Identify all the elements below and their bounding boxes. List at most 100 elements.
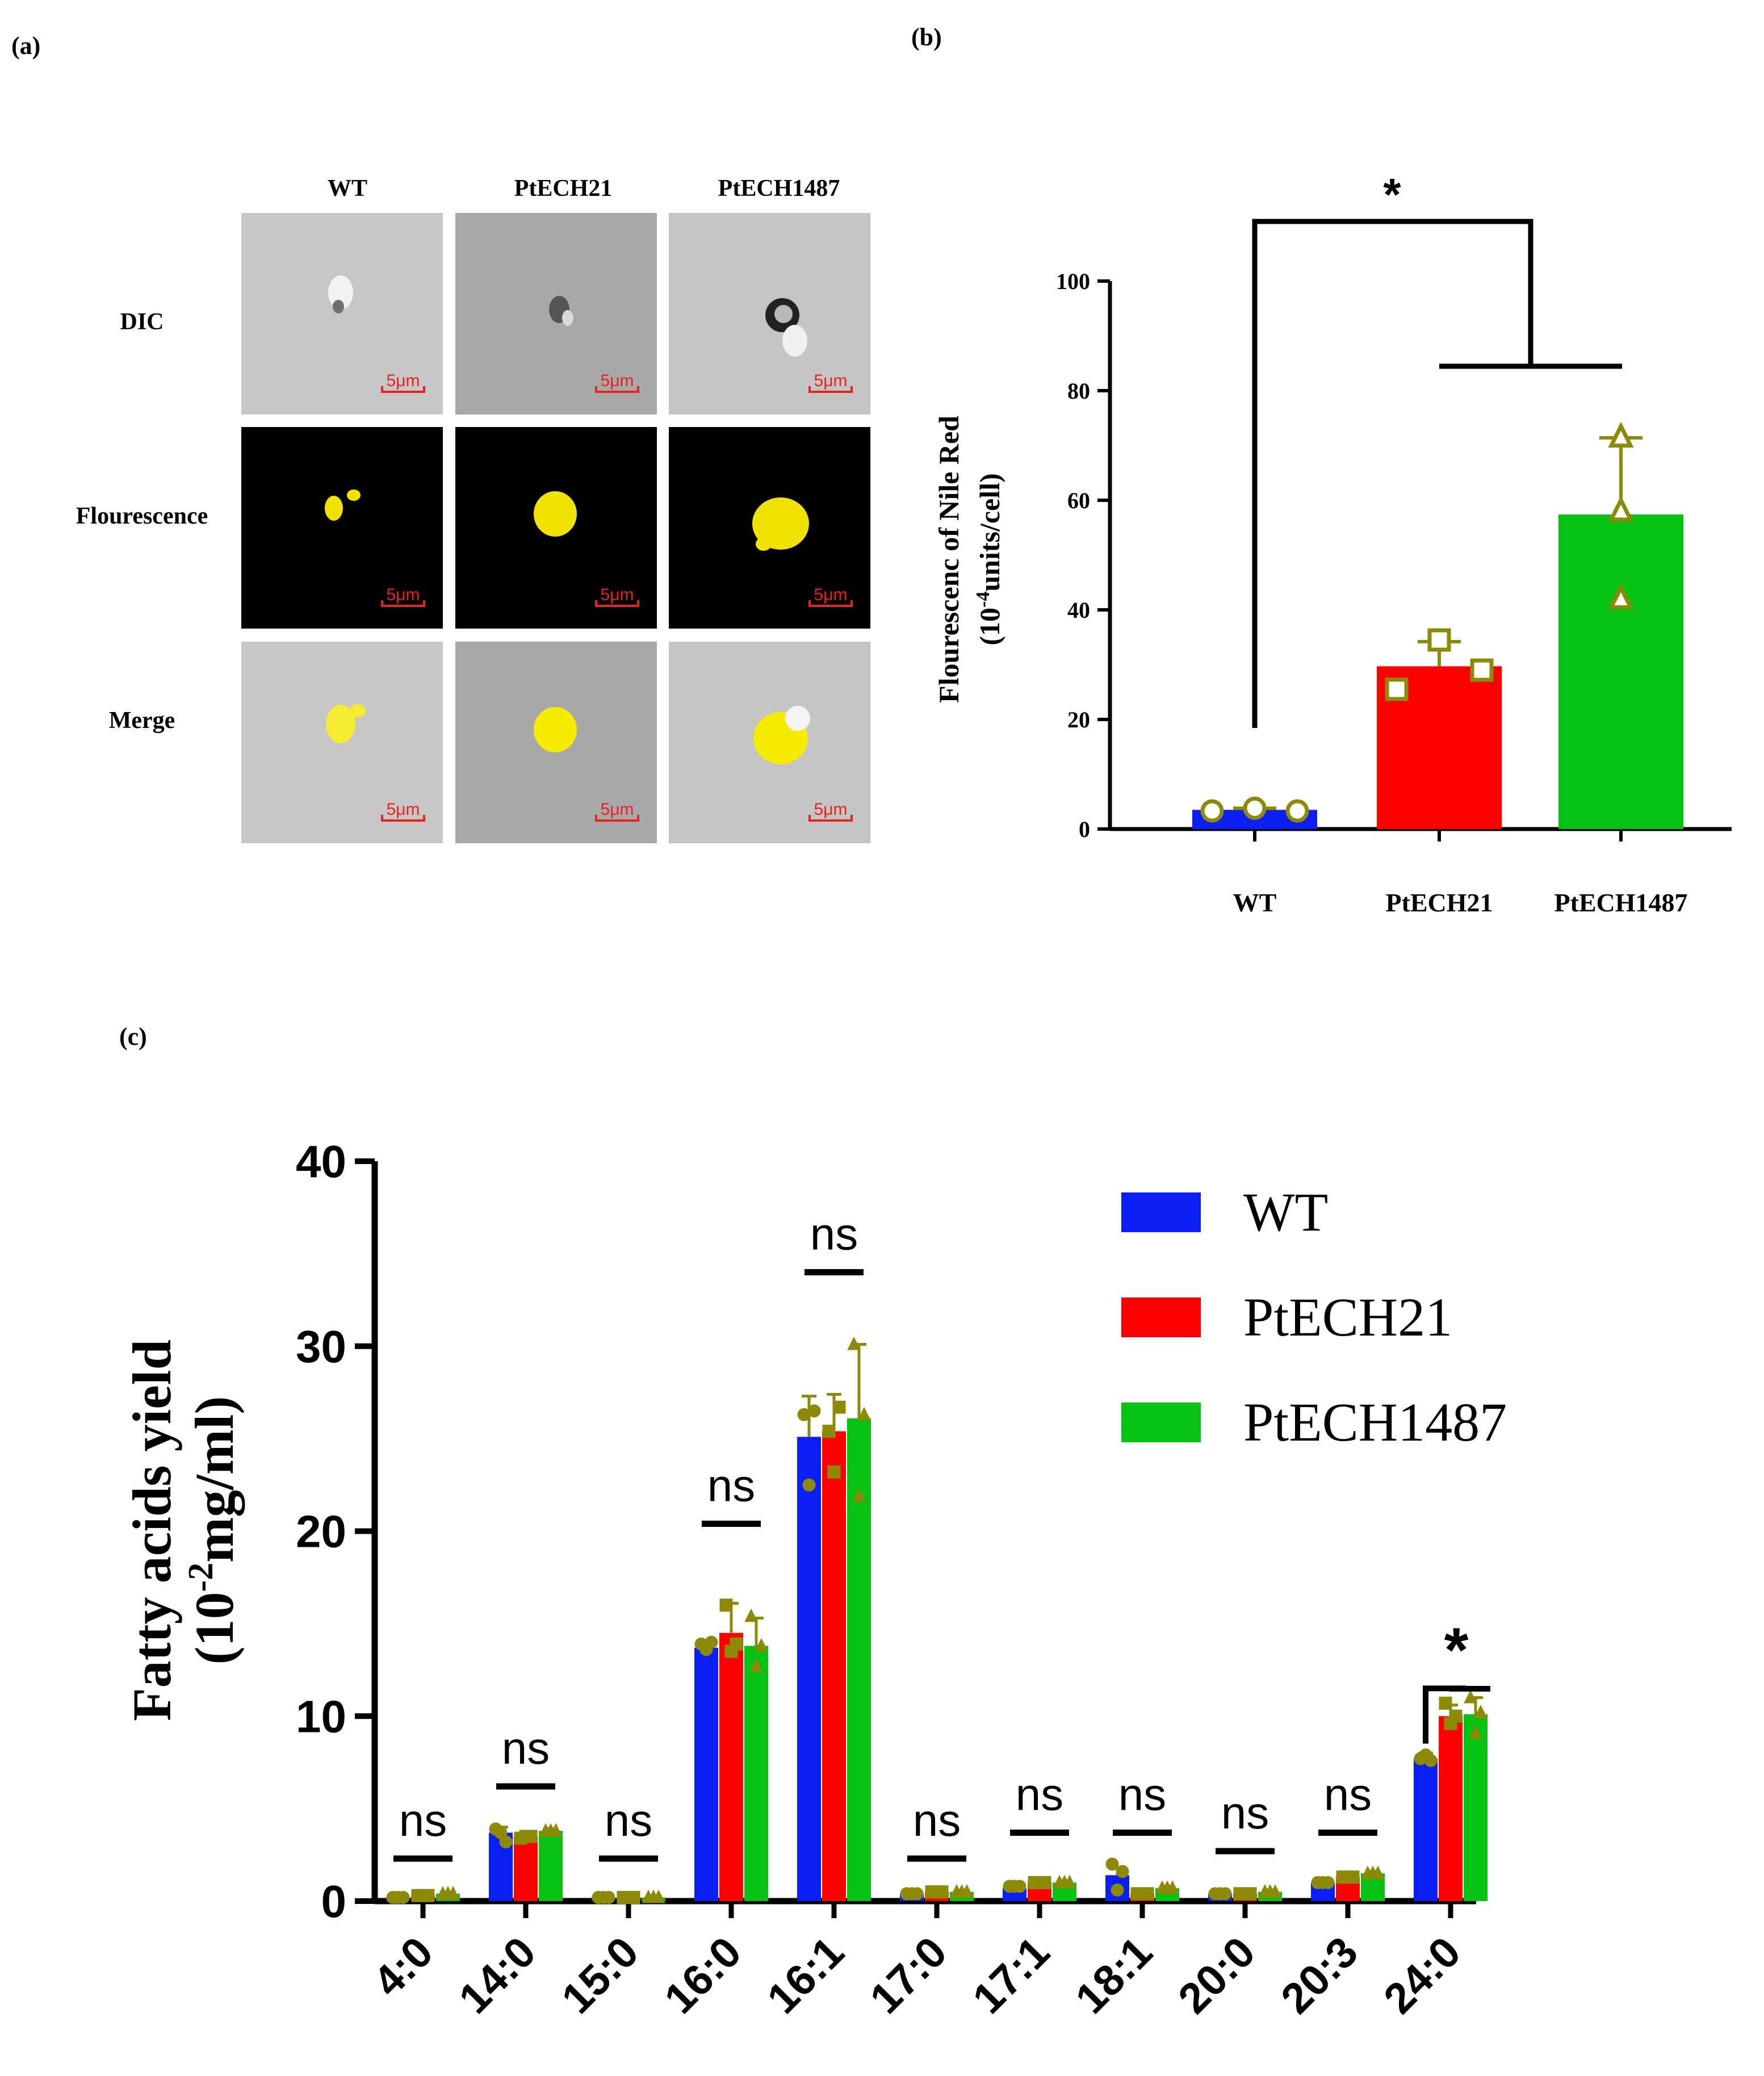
data-point [822,1425,836,1438]
y-tick-label: 80 [1067,378,1090,404]
bar [744,1646,768,1901]
data-point [446,1886,460,1899]
scale-bar [808,600,853,607]
unit-exponent: -2 [182,1563,220,1592]
scale-bar [381,386,425,393]
data-point [1464,1689,1477,1704]
y-tick-label: 0 [321,1876,347,1927]
data-point [1243,1887,1257,1901]
bar [514,1836,538,1901]
data-point [1608,495,1634,522]
data-point [1385,677,1409,701]
unit-prefix: (10 [184,1592,245,1664]
bar [1414,1759,1438,1901]
data-point [1111,1883,1124,1897]
data-point [499,1835,513,1849]
data-point [1469,1725,1482,1739]
bar [1439,1716,1463,1901]
bar [719,1633,743,1901]
bar [797,1437,821,1901]
x-tick-label: PtECH1487 [1554,888,1687,917]
data-point [1449,1709,1463,1723]
data-point [1427,628,1451,652]
chart-c: 0 10 20 30 40 4:0 ns 14:0 ns 15:0 ns 16:0 ns 16:1 ns 17… [121,1136,1507,2023]
data-point [1141,1887,1154,1901]
data-point [1346,1870,1360,1884]
scale-bars: 5μm 5μm 5μm 5μm 5μm 5μm 5μm 5μm 5μm [381,371,853,822]
scale-bar-label: 5μm [601,800,634,819]
microscopy-panel: WT PtECH21 PtECH1487 DIC Flourescence Me… [76,175,870,843]
data-point [1166,1880,1179,1894]
lipid-droplet [534,707,577,752]
row-label-dic: DIC [120,309,164,335]
data-point [1218,1887,1232,1901]
scale-bar [595,600,639,607]
y-axis-label-units: (10-4units/cell) [973,473,1005,645]
significance-label: ns [605,1795,653,1845]
lipid-droplet [347,489,361,501]
data-point [1321,1876,1335,1889]
lipid-droplet [756,537,772,551]
cell-feature [333,300,344,313]
data-point [910,1887,924,1901]
scale-bar [808,386,853,393]
legend-label: WT [1243,1182,1328,1242]
significance-label: ns [502,1723,550,1773]
dic-image-wt [241,213,443,415]
data-point [1268,1884,1282,1898]
data-point [852,1488,866,1502]
data-point [421,1889,435,1902]
significance-label: ns [913,1795,961,1845]
significance-label: ns [1221,1788,1269,1838]
cell-feature [774,305,793,323]
x-tick-label: 18:1 [1066,1928,1162,2023]
y-tick-label: 100 [1056,269,1090,294]
legend-swatch [1121,1298,1201,1337]
data-point [1063,1874,1076,1889]
panel-b-label: (b) [911,23,942,51]
y-tick-label: 60 [1067,488,1090,513]
row-label-fluorescence: Flourescence [76,503,208,529]
data-point [396,1890,410,1904]
data-point [755,1638,768,1652]
lipid-droplet [326,705,355,743]
data-point [1474,1704,1488,1718]
cell-feature [785,706,810,731]
scale-bar-label: 5μm [387,800,420,819]
legend: WT PtECH21 PtECH1487 [1121,1182,1507,1453]
scale-bar [595,815,639,822]
unit-suffix: mg/ml) [184,1396,245,1563]
bar [1558,514,1683,829]
legend-swatch [1121,1403,1201,1442]
data-point [1439,1696,1452,1710]
legend-swatch [1121,1192,1201,1232]
x-tick-label: 16:1 [758,1928,853,2023]
y-tick-label: 20 [296,1506,346,1557]
x-tick-label: 24:0 [1375,1928,1470,2023]
cell-feature [562,310,573,326]
data-point [719,1598,733,1612]
scale-bar-label: 5μm [814,585,848,604]
data-point [1285,799,1309,823]
data-point [807,1404,821,1418]
bar [539,1831,563,1901]
y-tick-label: 0 [1079,817,1090,842]
significance-label: ns [810,1208,858,1259]
scale-bar [381,600,425,607]
x-tick-label: PtECH21 [1385,888,1493,917]
data-point [627,1890,640,1904]
data-point [1013,1880,1026,1893]
scale-bar-label: 5μm [814,371,848,390]
data-point [1424,1753,1438,1767]
significance-label: ns [399,1795,447,1845]
column-header-ptech21: PtECH21 [514,175,613,202]
y-tick-label: 40 [1067,597,1090,623]
data-point [1608,421,1634,448]
scale-bar-label: 5μm [601,585,634,604]
unit-prefix: (10 [974,608,1005,646]
x-tick-label: 20:3 [1272,1928,1367,2023]
bar [694,1647,718,1901]
scale-bar [595,386,639,393]
data-point [1371,1865,1385,1880]
